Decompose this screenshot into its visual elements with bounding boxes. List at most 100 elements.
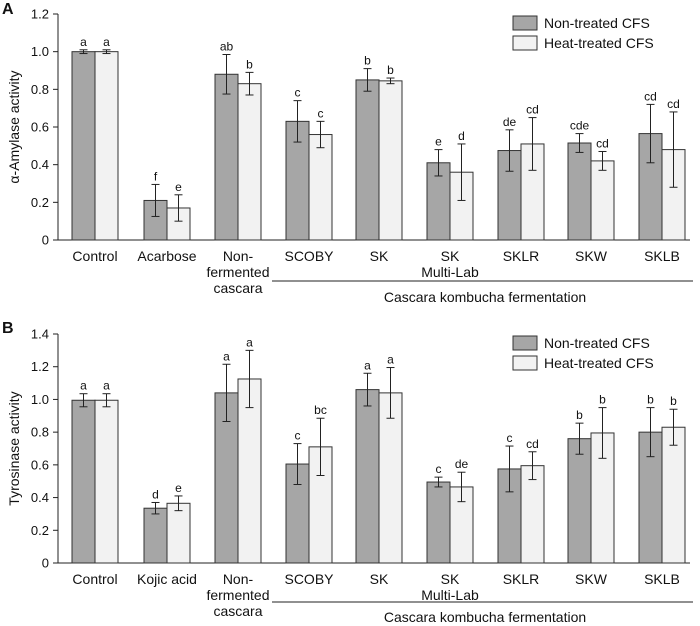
bar xyxy=(308,134,333,241)
bar xyxy=(94,399,119,564)
significance-letter: de xyxy=(503,115,517,129)
significance-letter: b xyxy=(387,63,394,77)
significance-letter: a xyxy=(103,379,110,393)
legend-swatch xyxy=(512,15,538,31)
y-tick-label: 0.8 xyxy=(31,82,49,97)
category-label: SKW xyxy=(575,571,608,587)
category-label: SKLB xyxy=(644,248,680,264)
y-axis-label: α-Amylase activity xyxy=(6,70,22,183)
bar xyxy=(166,502,191,564)
category-label: SCOBY xyxy=(284,571,334,587)
legend-swatch xyxy=(512,35,538,51)
bar xyxy=(567,438,592,564)
category-label: fermented xyxy=(206,587,269,603)
y-axis-label: Tyrosinase activity xyxy=(6,391,22,505)
category-label: cascara xyxy=(213,603,262,619)
y-tick-label: 0.2 xyxy=(31,195,49,210)
significance-letter: c xyxy=(436,462,442,476)
significance-letter: c xyxy=(295,429,301,443)
bar xyxy=(426,481,451,564)
category-label: SK xyxy=(370,248,389,264)
significance-letter: b xyxy=(670,394,677,408)
y-tick-label: 0.6 xyxy=(31,457,49,472)
significance-letter: cd xyxy=(644,89,657,103)
significance-letter: d xyxy=(152,487,159,501)
bar xyxy=(237,83,262,241)
panel-a: A 0 0.2 0.4 0.6 0.8 1.0 1.2 α-Amylase activity a a… xyxy=(2,1,693,305)
y-tick-label: 0 xyxy=(42,233,49,248)
significance-letter: a xyxy=(387,353,394,367)
significance-letter: d xyxy=(458,129,465,143)
bar xyxy=(378,80,403,241)
category-label: Control xyxy=(72,248,117,264)
bar xyxy=(590,160,615,241)
y-tick-label: 0.4 xyxy=(31,490,49,505)
category-label: fermented xyxy=(206,264,269,280)
panel-label: B xyxy=(2,320,14,337)
significance-letter: e xyxy=(175,481,182,495)
group-label: Cascara kombucha fermentation xyxy=(384,609,586,625)
significance-letter: c xyxy=(507,431,513,445)
bar xyxy=(71,399,96,564)
significance-letter: a xyxy=(223,349,230,363)
significance-letter: cd xyxy=(596,136,609,150)
bar xyxy=(143,507,168,564)
y-tick-label: 1.4 xyxy=(31,327,49,342)
legend-label: Heat-treated CFS xyxy=(544,355,654,371)
y-tick-label: 0 xyxy=(42,556,49,571)
y-tick-label: 0.6 xyxy=(31,120,49,135)
bar xyxy=(94,51,119,241)
group-label: Cascara kombucha fermentation xyxy=(384,289,586,305)
legend-swatch xyxy=(512,335,538,351)
legend-label: Heat-treated CFS xyxy=(544,35,654,51)
y-tick-label: 1.2 xyxy=(31,359,49,374)
significance-letter: b xyxy=(647,393,654,407)
category-label: SKLB xyxy=(644,571,680,587)
bar xyxy=(355,389,380,564)
category-label: Non- xyxy=(223,571,254,587)
significance-letter: c xyxy=(295,86,301,100)
category-label: SK xyxy=(441,248,460,264)
bar xyxy=(214,73,239,241)
significance-letter: a xyxy=(103,35,110,49)
category-label: Acarbose xyxy=(137,248,196,264)
y-tick-label: 0.2 xyxy=(31,523,49,538)
y-tick-label: 0.4 xyxy=(31,157,49,172)
significance-letter: a xyxy=(364,358,371,372)
category-label: SKLR xyxy=(503,571,540,587)
significance-letter: de xyxy=(455,457,469,471)
bar xyxy=(355,79,380,241)
significance-letter: c xyxy=(318,106,324,120)
bar xyxy=(520,465,545,564)
bar xyxy=(567,142,592,241)
category-label: SCOBY xyxy=(284,248,334,264)
category-label: Kojic acid xyxy=(137,571,197,587)
panel-b: B 0 0.2 0.4 0.6 0.8 1.0 1.2 1.4 Tyrosinase activi… xyxy=(2,320,693,625)
category-label: Control xyxy=(72,571,117,587)
significance-letter: e xyxy=(435,135,442,149)
significance-letter: e xyxy=(175,180,182,194)
significance-letter: f xyxy=(154,169,158,183)
category-label: SKLR xyxy=(503,248,540,264)
legend-label: Non-treated CFS xyxy=(544,15,650,31)
bar xyxy=(71,51,96,241)
y-tick-label: 0.8 xyxy=(31,425,49,440)
significance-letter: cd xyxy=(526,103,539,117)
significance-letter: ab xyxy=(220,39,234,53)
significance-letter: b xyxy=(246,57,253,71)
y-tick-label: 1.2 xyxy=(31,7,49,22)
significance-letter: a xyxy=(246,335,253,349)
significance-letter: a xyxy=(80,379,87,393)
bar xyxy=(661,426,686,564)
category-label: SK xyxy=(441,571,460,587)
panel-label: A xyxy=(2,1,14,18)
significance-letter: cde xyxy=(570,119,590,133)
significance-letter: a xyxy=(80,35,87,49)
significance-letter: bc xyxy=(314,403,327,417)
category-label: Non- xyxy=(223,248,254,264)
significance-letter: cd xyxy=(667,97,680,111)
significance-letter: cd xyxy=(526,437,539,451)
y-tick-label: 1.0 xyxy=(31,44,49,59)
category-label: SK xyxy=(370,571,389,587)
